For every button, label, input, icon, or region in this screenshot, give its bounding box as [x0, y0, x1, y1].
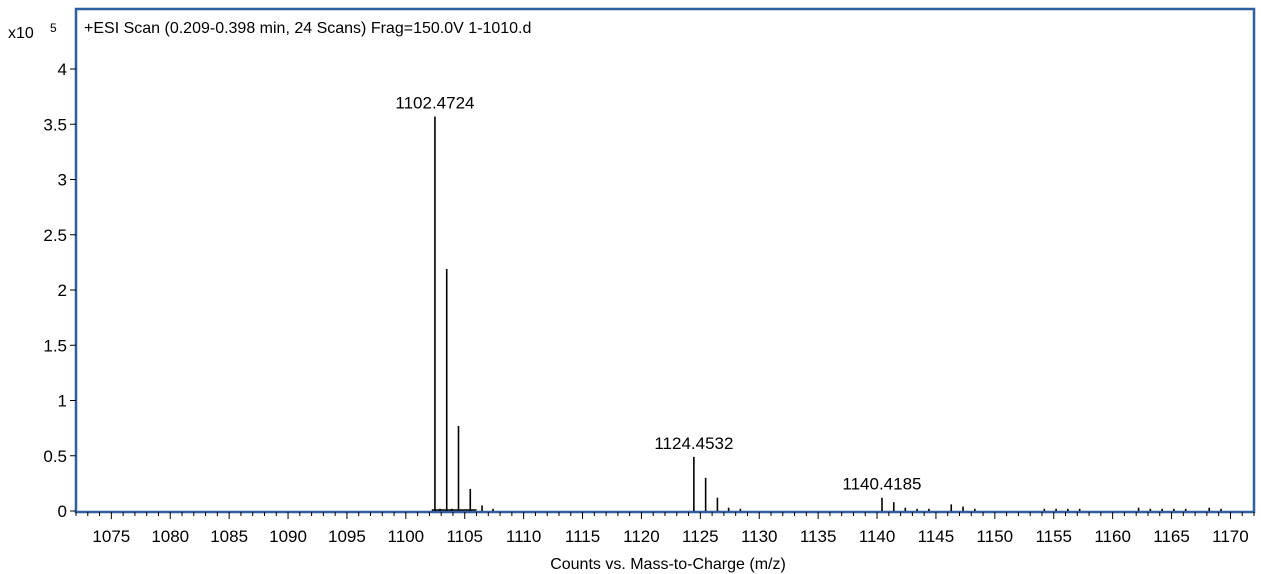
x-tick-label: 1130: [741, 527, 778, 546]
x-tick-label: 1150: [977, 527, 1014, 546]
x-tick-label: 1160: [1094, 527, 1131, 546]
x-tick-label: 1145: [918, 527, 955, 546]
y-tick-label: 0: [58, 502, 67, 521]
x-tick-label: 1165: [1153, 527, 1190, 546]
x-tick-label: 1080: [151, 527, 189, 546]
peak-label: 1102.4724: [395, 94, 474, 113]
chart-title: +ESI Scan (0.209-0.398 min, 24 Scans) Fr…: [84, 20, 531, 37]
peak-labels: 1102.4724 1124.4532 1140.4185: [395, 94, 921, 494]
x-tick-label: 1100: [388, 527, 425, 546]
y-tick-label: 1: [58, 392, 67, 411]
peak-label: 1124.4532: [654, 434, 733, 453]
plot-frame: [74, 7, 1256, 514]
x-tick-label: 1125: [682, 527, 719, 546]
x-tick-label: 1155: [1035, 527, 1072, 546]
peak-label: 1140.4185: [842, 475, 921, 494]
x-tick-label: 1105: [446, 527, 483, 546]
y-exponent-power: 5: [50, 21, 57, 35]
y-tick-label: 3: [58, 171, 67, 190]
y-tick-label: 3.5: [43, 115, 67, 134]
x-tick-label: 1120: [623, 527, 660, 546]
x-axis-label: Counts vs. Mass-to-Charge (m/z): [550, 556, 786, 573]
y-exponent-base: x10: [8, 25, 34, 42]
x-tick-label: 1170: [1212, 527, 1249, 546]
x-tick-label: 1110: [506, 527, 541, 546]
x-tick-label: 1095: [328, 527, 366, 546]
y-tick-label: 0.5: [43, 447, 67, 466]
y-tick-label: 4: [58, 60, 67, 79]
y-tick-label: 2: [58, 281, 67, 300]
x-tick-label: 1085: [210, 527, 248, 546]
y-tick-label: 2.5: [43, 226, 67, 245]
y-tick-label: 1.5: [43, 336, 67, 355]
x-axis: 1075 1080 1085 1090 1095 1100 1105 1110 1115 1120…: [75, 512, 1255, 546]
peak-series: [431, 116, 1222, 511]
x-tick-label: 1140: [859, 527, 896, 546]
x-tick-label: 1115: [565, 527, 600, 546]
x-tick-label: 1075: [92, 527, 130, 546]
y-axis: 0 0.5 1 1.5 2 2.5 3 3.5 4: [43, 60, 76, 521]
x-tick-label: 1090: [269, 527, 307, 546]
y-exponent: x10 5: [8, 21, 57, 42]
x-tick-label: 1135: [800, 527, 837, 546]
